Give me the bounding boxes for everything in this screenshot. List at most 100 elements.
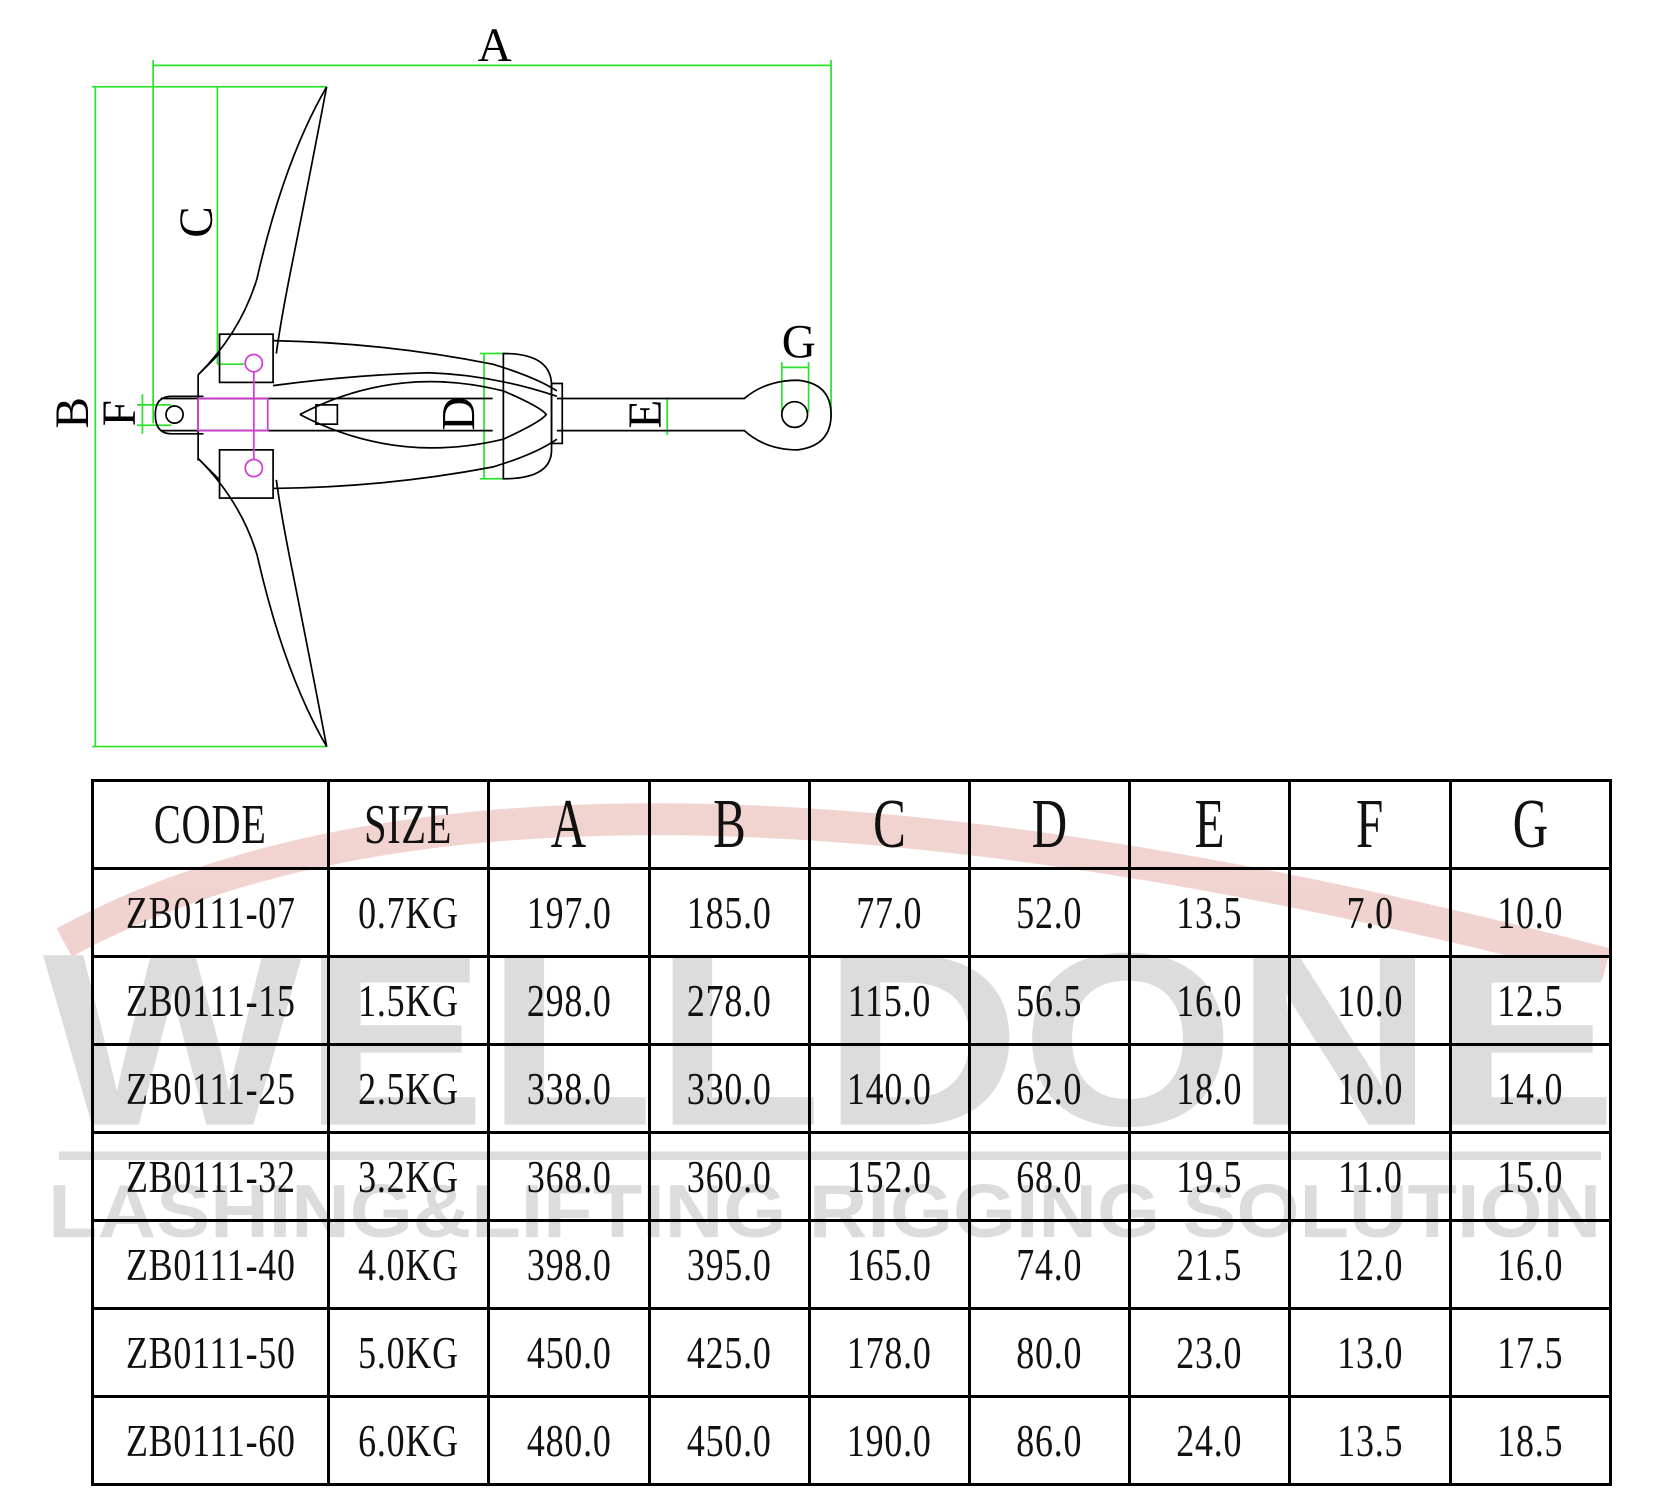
cell-value: 398.0 — [526, 1239, 612, 1290]
table-cell: 7.0 — [1288, 867, 1452, 958]
table-cell: 18.5 — [1449, 1395, 1612, 1486]
cell-value: 12.0 — [1337, 1239, 1403, 1290]
table-cell: 165.0 — [808, 1219, 971, 1310]
cell-value: 338.0 — [526, 1063, 612, 1114]
table-cell: 13.5 — [1128, 867, 1291, 958]
table-cell: 278.0 — [648, 955, 811, 1046]
cell-value: 52.0 — [1016, 887, 1083, 938]
column-header: A — [487, 779, 651, 870]
table-row: ZB0111-40 4.0KG 398.0 395.0 165.0 74.0 21.5 12.… — [91, 1219, 1612, 1310]
cell-value: 13.5 — [1176, 887, 1243, 938]
table-cell: 3.2KG — [327, 1131, 490, 1222]
cell-value: ZB0111-50 — [125, 1327, 296, 1378]
column-header: D — [968, 779, 1131, 870]
table-cell: 86.0 — [968, 1395, 1131, 1486]
cell-value: 18.5 — [1497, 1415, 1564, 1466]
table-cell: 395.0 — [648, 1219, 811, 1310]
cell-value: 16.0 — [1176, 975, 1243, 1026]
table-cell: ZB0111-07 — [91, 867, 330, 958]
column-header-label: D — [1031, 785, 1068, 863]
dim-label-a: A — [478, 20, 512, 72]
column-header-label: CODE — [154, 793, 267, 856]
cell-value: 178.0 — [847, 1327, 932, 1378]
column-header-label: E — [1194, 785, 1225, 863]
table-cell: 13.5 — [1288, 1395, 1452, 1486]
anchor-outline — [154, 86, 832, 748]
dim-label-g: G — [782, 317, 816, 369]
dim-label-b: B — [47, 397, 99, 428]
cell-value: 10.0 — [1337, 975, 1403, 1026]
table-row: ZB0111-32 3.2KG 368.0 360.0 152.0 68.0 19.5 11.… — [91, 1131, 1612, 1222]
table-cell: 140.0 — [808, 1043, 971, 1134]
dim-label-d: D — [433, 397, 485, 431]
cell-value: 395.0 — [687, 1239, 772, 1290]
cell-value: 368.0 — [526, 1151, 612, 1202]
table-cell: 23.0 — [1128, 1307, 1291, 1398]
cell-value: 24.0 — [1176, 1415, 1243, 1466]
table-header-row: CODE SIZE A B C D E F G — [91, 779, 1612, 870]
cell-value: ZB0111-60 — [125, 1415, 296, 1466]
table-cell: 12.5 — [1449, 955, 1612, 1046]
column-header-label: G — [1512, 785, 1549, 863]
cell-value: 17.5 — [1497, 1327, 1564, 1378]
cell-value: ZB0111-25 — [125, 1063, 296, 1114]
table-cell: 1.5KG — [327, 955, 490, 1046]
dim-label-e: E — [620, 400, 672, 429]
column-header: C — [808, 779, 971, 870]
table-cell: 450.0 — [648, 1395, 811, 1486]
cell-value: 450.0 — [526, 1327, 612, 1378]
cell-value: 15.0 — [1497, 1151, 1564, 1202]
table-cell: 480.0 — [487, 1395, 651, 1486]
cell-value: 77.0 — [856, 887, 923, 938]
column-header: CODE — [91, 779, 330, 870]
table-cell: 152.0 — [808, 1131, 971, 1222]
table-cell: ZB0111-15 — [91, 955, 330, 1046]
cell-value: 86.0 — [1016, 1415, 1083, 1466]
table-cell: 18.0 — [1128, 1043, 1291, 1134]
cell-value: 140.0 — [847, 1063, 932, 1114]
table-cell: 68.0 — [968, 1131, 1131, 1222]
cell-value: 11.0 — [1337, 1151, 1403, 1202]
cell-value: 5.0KG — [358, 1327, 459, 1378]
cell-value: 10.0 — [1497, 887, 1564, 938]
table-cell: 80.0 — [968, 1307, 1131, 1398]
column-header: E — [1128, 779, 1291, 870]
cell-value: 4.0KG — [358, 1239, 459, 1290]
cell-value: 23.0 — [1176, 1327, 1243, 1378]
table-cell: 398.0 — [487, 1219, 651, 1310]
column-header-label: A — [550, 785, 588, 863]
table-cell: 12.0 — [1288, 1219, 1452, 1310]
cell-value: 2.5KG — [358, 1063, 459, 1114]
column-header: B — [648, 779, 811, 870]
table-cell: ZB0111-32 — [91, 1131, 330, 1222]
table-row: ZB0111-07 0.7KG 197.0 185.0 77.0 52.0 13.5 7.0 1… — [91, 867, 1612, 958]
cell-value: 21.5 — [1176, 1239, 1243, 1290]
table-cell: 115.0 — [808, 955, 971, 1046]
column-header-label: SIZE — [364, 793, 453, 856]
table-cell: 16.0 — [1449, 1219, 1612, 1310]
cell-value: 62.0 — [1016, 1063, 1083, 1114]
cell-value: 152.0 — [847, 1151, 932, 1202]
specification-table: CODE SIZE A B C D E F G ZB0111-07 0.7KG 197.0 185.0 7… — [91, 779, 1612, 1486]
cell-value: 480.0 — [526, 1415, 612, 1466]
pins — [197, 353, 269, 478]
dim-label-c: C — [171, 206, 223, 237]
cell-value: ZB0111-07 — [125, 887, 296, 938]
cell-value: 56.5 — [1016, 975, 1083, 1026]
column-header-label: F — [1356, 785, 1384, 863]
column-header: F — [1288, 779, 1452, 870]
table-cell: ZB0111-60 — [91, 1395, 330, 1486]
table-cell: 2.5KG — [327, 1043, 490, 1134]
cell-value: ZB0111-40 — [125, 1239, 296, 1290]
table-cell: 197.0 — [487, 867, 651, 958]
cell-value: 10.0 — [1337, 1063, 1403, 1114]
table-cell: 425.0 — [648, 1307, 811, 1398]
table-cell: ZB0111-25 — [91, 1043, 330, 1134]
table-cell: 10.0 — [1288, 1043, 1452, 1134]
cell-value: 450.0 — [687, 1415, 772, 1466]
cell-value: 80.0 — [1016, 1327, 1083, 1378]
table-cell: 10.0 — [1449, 867, 1612, 958]
table-cell: 19.5 — [1128, 1131, 1291, 1222]
table-cell: 16.0 — [1128, 955, 1291, 1046]
cell-value: 278.0 — [687, 975, 772, 1026]
